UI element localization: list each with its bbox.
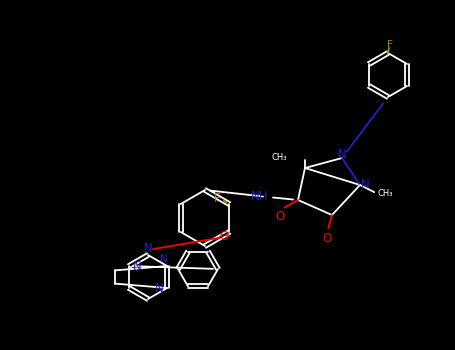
Text: F: F	[214, 193, 221, 205]
Text: O: O	[323, 232, 332, 245]
Text: N: N	[361, 178, 369, 191]
Text: N: N	[160, 254, 168, 264]
Text: NH: NH	[251, 190, 269, 203]
Text: F: F	[387, 40, 393, 50]
Text: O: O	[220, 231, 229, 244]
Text: O: O	[275, 210, 285, 223]
Text: N: N	[338, 148, 346, 161]
Text: CH₃: CH₃	[378, 189, 394, 197]
Text: N: N	[144, 241, 152, 254]
Text: CH₃: CH₃	[272, 154, 287, 162]
Text: N: N	[155, 281, 163, 294]
Text: N: N	[132, 259, 142, 273]
